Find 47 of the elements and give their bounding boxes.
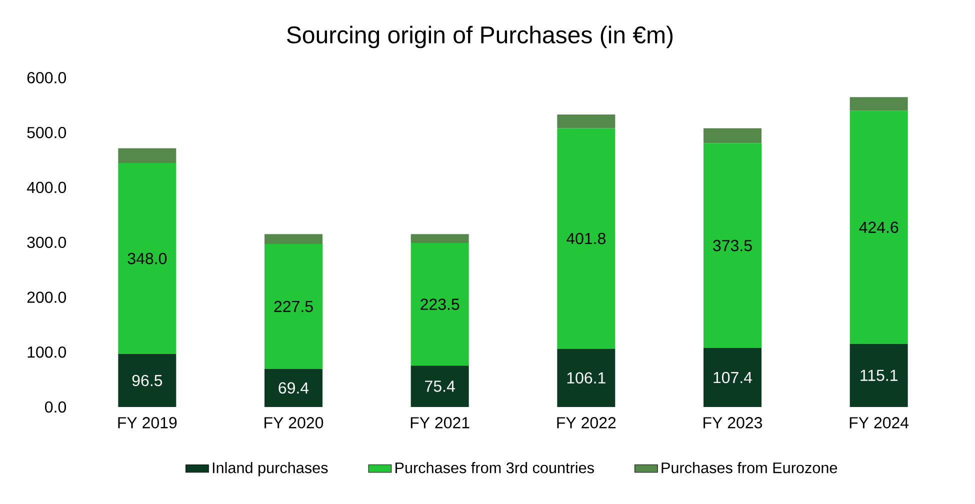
- bar: [410, 242, 469, 366]
- bar: [557, 348, 616, 407]
- data-label: 107.4: [714, 372, 752, 384]
- x-tick-label: FY 2023: [704, 417, 762, 428]
- x-tick-label: FY 2024: [850, 417, 909, 428]
- bar: [410, 366, 469, 407]
- bar: [264, 244, 322, 369]
- y-tick-label: 0.0: [45, 401, 66, 413]
- bar: [118, 148, 176, 164]
- data-label: 424.6: [859, 222, 898, 233]
- data-label: 401.8: [566, 232, 606, 244]
- bar: [118, 354, 176, 407]
- legend-label: Inland purchases: [212, 462, 328, 476]
- chart-title: Sourcing origin of Purchases (in €m): [287, 26, 673, 48]
- data-label: 106.1: [567, 372, 606, 384]
- data-label: 115.1: [860, 370, 898, 381]
- bar: [557, 128, 616, 349]
- y-tick-label: 100.0: [28, 346, 66, 358]
- x-tick-label: FY 2020: [264, 417, 324, 428]
- bar: [704, 143, 762, 348]
- data-label: 373.5: [713, 240, 752, 252]
- y-tick-label: 200.0: [27, 292, 66, 303]
- bar: [264, 234, 322, 244]
- bar: [704, 128, 762, 144]
- legend-label: Purchases from 3rd countries: [396, 462, 594, 474]
- data-label: 75.4: [425, 380, 455, 392]
- data-label: 227.5: [274, 300, 313, 312]
- bar: [264, 368, 322, 407]
- x-tick-label: FY 2021: [410, 417, 470, 428]
- bar: [410, 234, 469, 243]
- y-tick-label: 500.0: [27, 126, 66, 138]
- bar: [704, 348, 762, 407]
- bar: [118, 163, 176, 354]
- y-tick-label: 300.0: [27, 236, 66, 248]
- x-tick-label: FY 2022: [557, 417, 616, 428]
- bar: [850, 344, 908, 407]
- data-label: 96.5: [132, 374, 162, 386]
- y-tick-label: 400.0: [26, 182, 66, 194]
- data-label: 348.0: [128, 252, 167, 264]
- legend-label: Purchases from Eurozone: [662, 462, 838, 474]
- data-label: 69.4: [278, 382, 309, 394]
- data-label: 223.5: [420, 298, 460, 310]
- bar: [850, 110, 908, 344]
- bar: [850, 97, 908, 111]
- bar: [557, 114, 616, 128]
- y-tick-label: 600.0: [27, 72, 66, 84]
- x-tick-label: FY 2019: [118, 417, 177, 428]
